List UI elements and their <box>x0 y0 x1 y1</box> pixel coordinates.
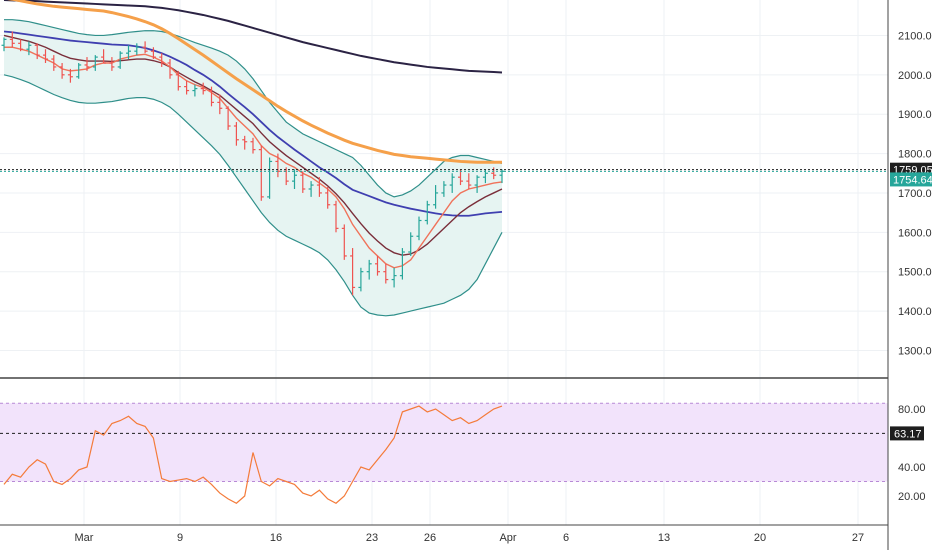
price-tick-label: 1600.00 <box>898 227 932 239</box>
rsi-value-tag <box>890 426 924 441</box>
ohlc-bar <box>474 175 480 193</box>
ohlc-bar <box>458 169 463 186</box>
ohlc-bar <box>34 43 40 60</box>
ohlc-bar <box>184 80 190 95</box>
rsi-band <box>0 403 888 482</box>
price-tick-label: 2100.00 <box>898 30 932 42</box>
time-tick-label: Apr <box>499 532 516 544</box>
time-axis[interactable]: Mar 9 16 23 26 Apr 6 13 20 27 <box>75 532 865 544</box>
ohlc-bar <box>192 84 198 97</box>
ohlc-bar <box>84 57 90 71</box>
rsi-tick-label: 80.00 <box>898 404 926 416</box>
ohlc-bar <box>92 55 98 71</box>
ohlc-bar <box>441 181 447 197</box>
sma-blue-line <box>3 30 503 217</box>
time-tick-label: 20 <box>754 532 766 544</box>
ohlc-bar <box>43 49 48 63</box>
ohlc-bar <box>59 63 65 79</box>
ohlc-bar <box>142 41 148 54</box>
time-tick-label: Mar <box>75 532 94 544</box>
ohlc-bar <box>76 63 82 79</box>
sma-orange-line <box>7 0 502 164</box>
price-axis[interactable]: 2100.00 2000.00 1900.00 1800.00 1700.00 1600.… <box>898 30 932 357</box>
ohlc-bar <box>366 259 372 280</box>
bollinger-upper <box>4 19 503 198</box>
ohlc-bar <box>292 169 297 189</box>
ohlc-bar <box>134 43 140 56</box>
price-tick-label: 2000.00 <box>898 70 932 82</box>
ohlc-bar <box>300 171 306 193</box>
rsi-value-label: 63.17 <box>894 428 922 440</box>
ohlc-bar <box>159 53 165 67</box>
current-price-label: 1754.64 <box>893 174 932 186</box>
current-price-tag <box>890 172 932 187</box>
ohlc-bar <box>150 47 156 60</box>
ohlc-bar <box>1 37 7 52</box>
ohlc-bar <box>449 173 455 193</box>
time-tick-label: 9 <box>177 532 183 544</box>
candlesticks <box>1 31 505 296</box>
ohlc-bar <box>109 57 115 71</box>
ohlc-bar <box>408 232 414 256</box>
ohlc-bar <box>275 153 281 178</box>
ohlc-bar <box>316 177 322 197</box>
ohlc-bar <box>466 173 472 189</box>
price-tick-label: 1500.00 <box>898 267 932 279</box>
rsi-pane <box>0 402 888 504</box>
ohlc-bar <box>375 255 380 276</box>
ohlc-bar <box>117 51 123 69</box>
ohlc-bar <box>175 70 181 91</box>
ohlc-bar <box>101 49 107 64</box>
ohlc-bar <box>267 157 273 199</box>
ohlc-bar <box>200 82 206 95</box>
time-tick-label: 16 <box>270 532 282 544</box>
ohlc-bar <box>225 106 231 130</box>
ohlc-bar <box>391 267 397 288</box>
ohlc-bar <box>350 248 356 296</box>
price-tick-label: 1400.00 <box>898 306 932 318</box>
ohlc-bar <box>383 263 389 284</box>
time-tick-label: 27 <box>852 532 864 544</box>
ohlc-bar <box>51 55 57 71</box>
ohlc-bar <box>424 200 430 225</box>
price-lines <box>0 169 888 172</box>
ohlc-bar <box>167 59 173 79</box>
ohlc-bar <box>250 137 256 154</box>
price-tick-label: 1300.00 <box>898 345 932 357</box>
rsi-tick-label: 20.00 <box>898 491 926 503</box>
ohlc-bar <box>358 267 364 292</box>
price-tick-label: 1800.00 <box>898 149 932 161</box>
ohlc-bar <box>126 45 131 60</box>
ohlc-bar <box>242 135 248 150</box>
bollinger-lower <box>3 74 503 317</box>
ohlc-bar <box>258 145 264 201</box>
ohlc-bar <box>325 187 331 209</box>
ohlc-bar <box>233 122 239 146</box>
rsi-line <box>3 405 503 504</box>
ohlc-bar <box>26 41 32 56</box>
rsi-axis[interactable]: 80.00 40.00 20.00 <box>898 404 926 503</box>
ohlc-bar <box>217 94 223 115</box>
ohlc-bar <box>433 185 439 209</box>
ohlc-bar <box>308 181 314 197</box>
price-tick-label: 1700.00 <box>898 188 932 200</box>
sma-dark-line <box>3 0 503 74</box>
ohlc-bar <box>333 200 339 233</box>
rsi-tick-label: 40.00 <box>898 462 926 474</box>
ohlc-bar <box>399 248 405 280</box>
price-tick-label: 1900.00 <box>898 109 932 121</box>
ohlc-bar <box>9 31 15 48</box>
moving-averages <box>3 0 503 269</box>
time-tick-label: 26 <box>424 532 436 544</box>
ohlc-bar <box>341 224 347 260</box>
ohlc-bar <box>18 39 24 52</box>
ohlc-bar <box>209 86 214 107</box>
time-tick-label: 23 <box>366 532 378 544</box>
ohlc-bar <box>416 216 422 241</box>
time-tick-label: 13 <box>658 532 670 544</box>
time-tick-label: 6 <box>563 532 569 544</box>
ohlc-bar <box>67 68 73 83</box>
